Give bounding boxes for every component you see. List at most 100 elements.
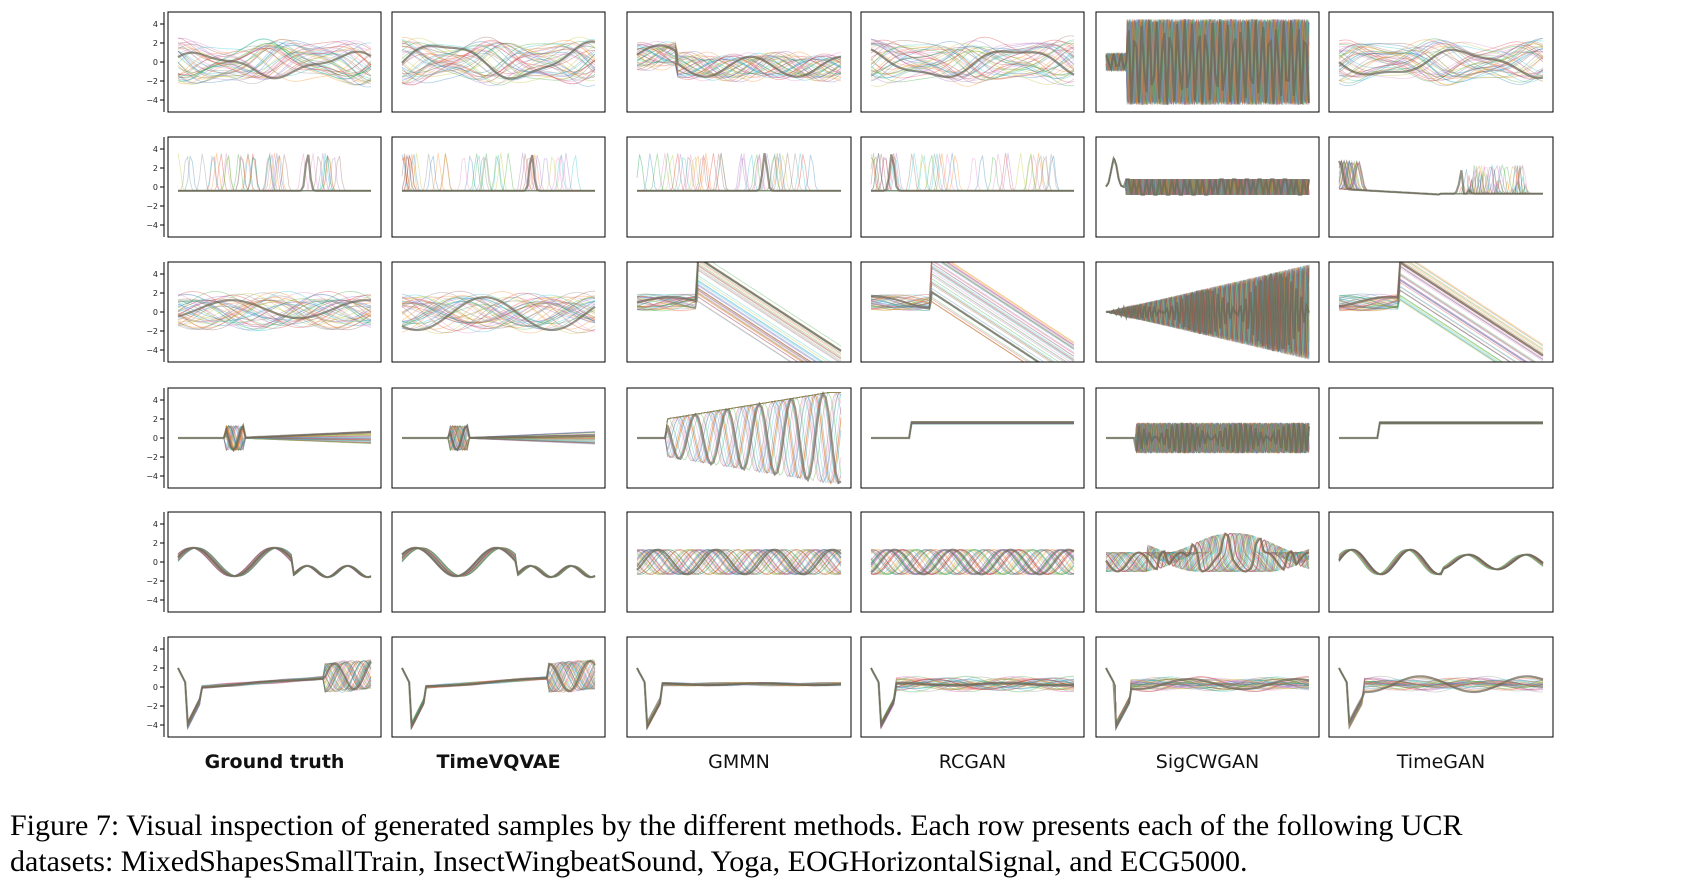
panel-frame xyxy=(626,636,852,738)
sample-line xyxy=(401,301,596,324)
panel-frame xyxy=(1328,636,1554,738)
sample-line xyxy=(870,667,1075,729)
sample-line xyxy=(636,41,842,82)
panel-frame xyxy=(1328,11,1554,113)
sample-line xyxy=(177,48,372,76)
sample-line-dense xyxy=(871,421,1074,440)
column-label-ground-truth: Ground truth xyxy=(205,751,345,773)
y-tick-label: 2 xyxy=(153,164,158,173)
sample-line xyxy=(1339,423,1543,439)
panel-r4-timegan xyxy=(1328,387,1554,489)
sample-line xyxy=(1105,667,1310,724)
sample-line xyxy=(1338,289,1511,362)
sample-line xyxy=(870,549,1075,575)
sample-line xyxy=(870,39,1075,79)
sample-line xyxy=(401,297,596,320)
sample-line xyxy=(870,264,1075,359)
sample-line xyxy=(636,268,842,362)
sample-line xyxy=(1105,533,1310,572)
panel-frame xyxy=(626,11,852,113)
sample-line xyxy=(870,667,1075,724)
sample-line xyxy=(177,660,372,730)
sample-line xyxy=(1105,667,1310,725)
sample-line xyxy=(177,45,372,86)
sample-line xyxy=(1339,423,1543,439)
sample-line xyxy=(1105,667,1309,728)
y-tick-label: 4 xyxy=(153,20,158,29)
sample-line xyxy=(870,549,1075,575)
sample-line xyxy=(401,303,596,324)
sample-line xyxy=(1338,40,1544,77)
sample-line xyxy=(1105,533,1310,572)
panel-frame xyxy=(860,261,1085,363)
sample-line xyxy=(870,42,1075,80)
sample-line xyxy=(177,299,372,326)
sample-line xyxy=(1338,51,1544,77)
sample-line xyxy=(177,299,372,323)
sample-line xyxy=(1338,667,1544,725)
sample-line xyxy=(401,296,596,327)
sample-line xyxy=(636,667,841,728)
sample-line xyxy=(870,549,1075,575)
sample-line xyxy=(1339,423,1543,439)
sample-line xyxy=(177,38,372,82)
sample-line xyxy=(636,667,841,728)
sample-line xyxy=(636,44,842,78)
sample-line xyxy=(177,299,372,319)
sample-line xyxy=(636,264,842,359)
sample-line xyxy=(870,667,1075,730)
sample-line xyxy=(1105,667,1310,723)
sample-line xyxy=(637,392,841,439)
sample-line xyxy=(401,44,596,85)
sample-line xyxy=(1105,667,1310,729)
sample-line xyxy=(177,47,372,76)
sample-line xyxy=(870,549,1075,575)
sample-line xyxy=(401,294,596,333)
sample-line xyxy=(401,46,596,77)
panel-frame xyxy=(167,11,382,113)
y-tick-label: −4 xyxy=(146,96,158,105)
sample-line xyxy=(636,292,805,362)
panel-r4-gmmn xyxy=(626,387,852,489)
sample-line xyxy=(636,549,842,575)
sample-line xyxy=(1338,296,1495,362)
sample-line xyxy=(1339,421,1543,439)
panel-r4-ground-truth xyxy=(167,387,382,489)
sample-line xyxy=(870,41,1075,79)
panel-r3-rcgan xyxy=(860,261,1085,363)
sample-line xyxy=(177,50,372,78)
sample-line xyxy=(1105,533,1310,572)
sample-line-dense xyxy=(871,154,1074,192)
sample-line xyxy=(1339,423,1543,439)
sample-line xyxy=(401,300,596,320)
sample-line xyxy=(177,290,372,326)
sample-line xyxy=(636,667,842,723)
sample-line-dense xyxy=(177,299,372,320)
sample-line xyxy=(401,45,596,78)
sample-line xyxy=(1106,533,1310,572)
sample-line xyxy=(1106,422,1310,454)
sample-line xyxy=(1339,423,1543,439)
sample-line xyxy=(1105,19,1310,105)
sample-line xyxy=(870,50,1075,77)
sample-line xyxy=(870,549,1075,575)
sample-line xyxy=(637,392,841,439)
sample-line xyxy=(870,549,1075,575)
sample-line xyxy=(637,394,842,484)
sample-line xyxy=(870,667,1075,724)
sample-line xyxy=(177,299,372,330)
panel-frame xyxy=(626,387,852,489)
sample-line xyxy=(401,45,596,77)
sample-line xyxy=(870,549,1075,575)
sample-line xyxy=(1338,43,1544,86)
sample-line xyxy=(401,304,596,324)
sample-line xyxy=(871,421,1074,439)
sample-line xyxy=(1338,280,1526,362)
panel-frame xyxy=(391,387,606,489)
sample-line xyxy=(1338,262,1544,352)
sample-line xyxy=(870,667,1075,725)
sample-line xyxy=(1105,534,1310,572)
sample-line xyxy=(636,283,819,362)
sample-line xyxy=(1338,275,1534,362)
sample-line xyxy=(401,40,596,86)
